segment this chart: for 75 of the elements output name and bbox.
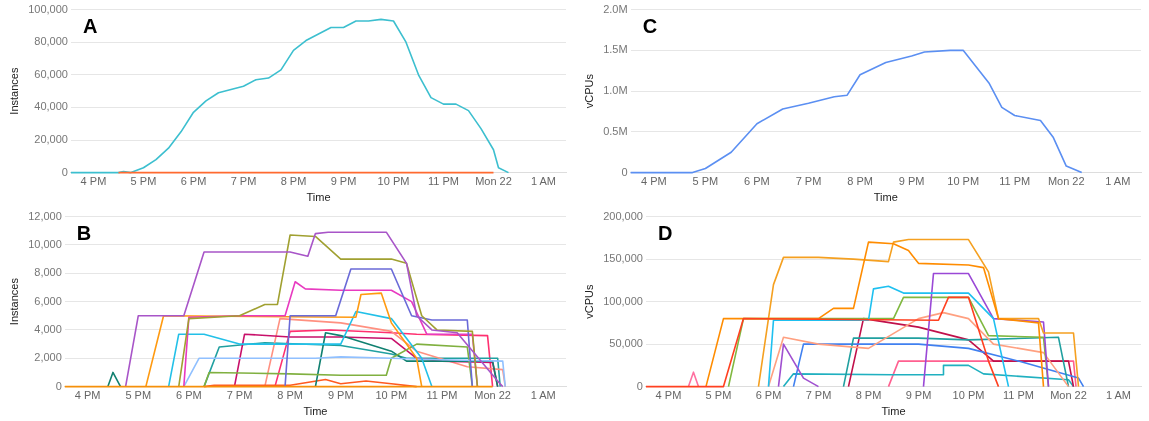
x-tick-label: 4 PM xyxy=(655,389,682,402)
y-tick-label: 6,000 xyxy=(34,294,62,307)
y-tick-label: 80,000 xyxy=(34,35,68,48)
x-tick-label: 11 PM xyxy=(428,175,459,188)
y-tick-label: 60,000 xyxy=(34,67,68,80)
x-tick-label: 7 PM xyxy=(226,389,253,402)
x-tick-label: Mon 22 xyxy=(475,175,512,188)
x-tick-label: 7 PM xyxy=(230,175,257,188)
y-tick-label: 40,000 xyxy=(34,100,68,113)
y-tick-label: 20,000 xyxy=(34,133,68,146)
chart-title: C xyxy=(642,15,658,38)
x-tick-label: Mon 22 xyxy=(474,389,511,402)
x-tick-label: 7 PM xyxy=(795,175,822,188)
x-tick-label: Mon 22 xyxy=(1050,389,1087,402)
y-axis-title: vCPUs xyxy=(582,73,595,109)
y-tick-label: 8,000 xyxy=(34,266,62,279)
y-tick-label: 4,000 xyxy=(34,322,62,335)
x-axis-title: Time xyxy=(306,191,331,204)
x-tick-label: 5 PM xyxy=(130,175,157,188)
y-tick-label: 1.0M xyxy=(603,84,628,97)
x-tick-label: 1 AM xyxy=(530,389,556,402)
x-tick-label: 4 PM xyxy=(80,175,107,188)
x-axis-title: Time xyxy=(873,191,898,204)
chart-title: D xyxy=(657,222,673,245)
x-tick-label: 11 PM xyxy=(999,175,1031,188)
y-tick-label: 0.5M xyxy=(603,124,628,137)
x-tick-label: 1 AM xyxy=(1105,389,1132,402)
x-tick-label: Mon 22 xyxy=(1047,175,1085,188)
x-tick-label: 10 PM xyxy=(377,175,410,188)
x-tick-label: 1 AM xyxy=(530,175,557,188)
y-tick-label: 2,000 xyxy=(34,351,62,364)
x-tick-label: 7 PM xyxy=(805,389,832,402)
x-tick-label: 6 PM xyxy=(180,175,207,188)
chart-title: B xyxy=(76,222,92,245)
x-tick-label: 4 PM xyxy=(74,389,101,402)
x-tick-label: 8 PM xyxy=(855,389,882,402)
x-tick-label: 6 PM xyxy=(755,389,782,402)
y-tick-label: 0 xyxy=(636,379,643,392)
x-tick-label: 11 PM xyxy=(426,389,458,402)
x-tick-label: 10 PM xyxy=(375,389,408,402)
y-tick-label: 0 xyxy=(61,165,68,178)
x-tick-label: 11 PM xyxy=(1003,389,1034,402)
x-tick-label: 10 PM xyxy=(947,175,980,188)
x-tick-label: 9 PM xyxy=(898,175,925,188)
x-tick-label: 5 PM xyxy=(705,389,732,402)
x-axis-title: Time xyxy=(881,405,906,418)
x-tick-label: 9 PM xyxy=(905,389,932,402)
x-tick-label: 8 PM xyxy=(280,175,307,188)
y-axis-title: Instances xyxy=(7,67,20,115)
y-tick-label: 12,000 xyxy=(28,209,62,222)
x-tick-label: 4 PM xyxy=(641,175,667,188)
y-tick-label: 100,000 xyxy=(28,2,68,15)
y-tick-label: 1.5M xyxy=(603,43,628,56)
x-tick-label: 8 PM xyxy=(277,389,303,402)
y-axis-title: Instances xyxy=(7,277,20,326)
y-tick-label: 150,000 xyxy=(603,252,643,265)
y-tick-label: 2.0M xyxy=(603,2,628,15)
y-tick-label: 100,000 xyxy=(603,294,643,307)
y-tick-label: 200,000 xyxy=(603,209,643,222)
x-tick-label: 5 PM xyxy=(692,175,719,188)
x-tick-label: 6 PM xyxy=(176,389,202,402)
x-tick-label: 10 PM xyxy=(952,389,985,402)
y-axis-title: vCPUs xyxy=(582,283,595,319)
x-tick-label: 8 PM xyxy=(847,175,873,188)
x-tick-label: 9 PM xyxy=(327,389,354,402)
y-tick-label: 0 xyxy=(621,165,628,178)
x-tick-label: 9 PM xyxy=(330,175,357,188)
x-tick-label: 6 PM xyxy=(744,175,770,188)
x-axis-title: Time xyxy=(303,405,328,418)
y-tick-label: 50,000 xyxy=(609,337,643,350)
y-tick-label: 10,000 xyxy=(28,237,62,250)
chart-title: A xyxy=(82,15,98,38)
x-tick-label: 1 AM xyxy=(1105,175,1131,188)
x-tick-label: 5 PM xyxy=(125,389,152,402)
y-tick-label: 0 xyxy=(55,379,62,392)
